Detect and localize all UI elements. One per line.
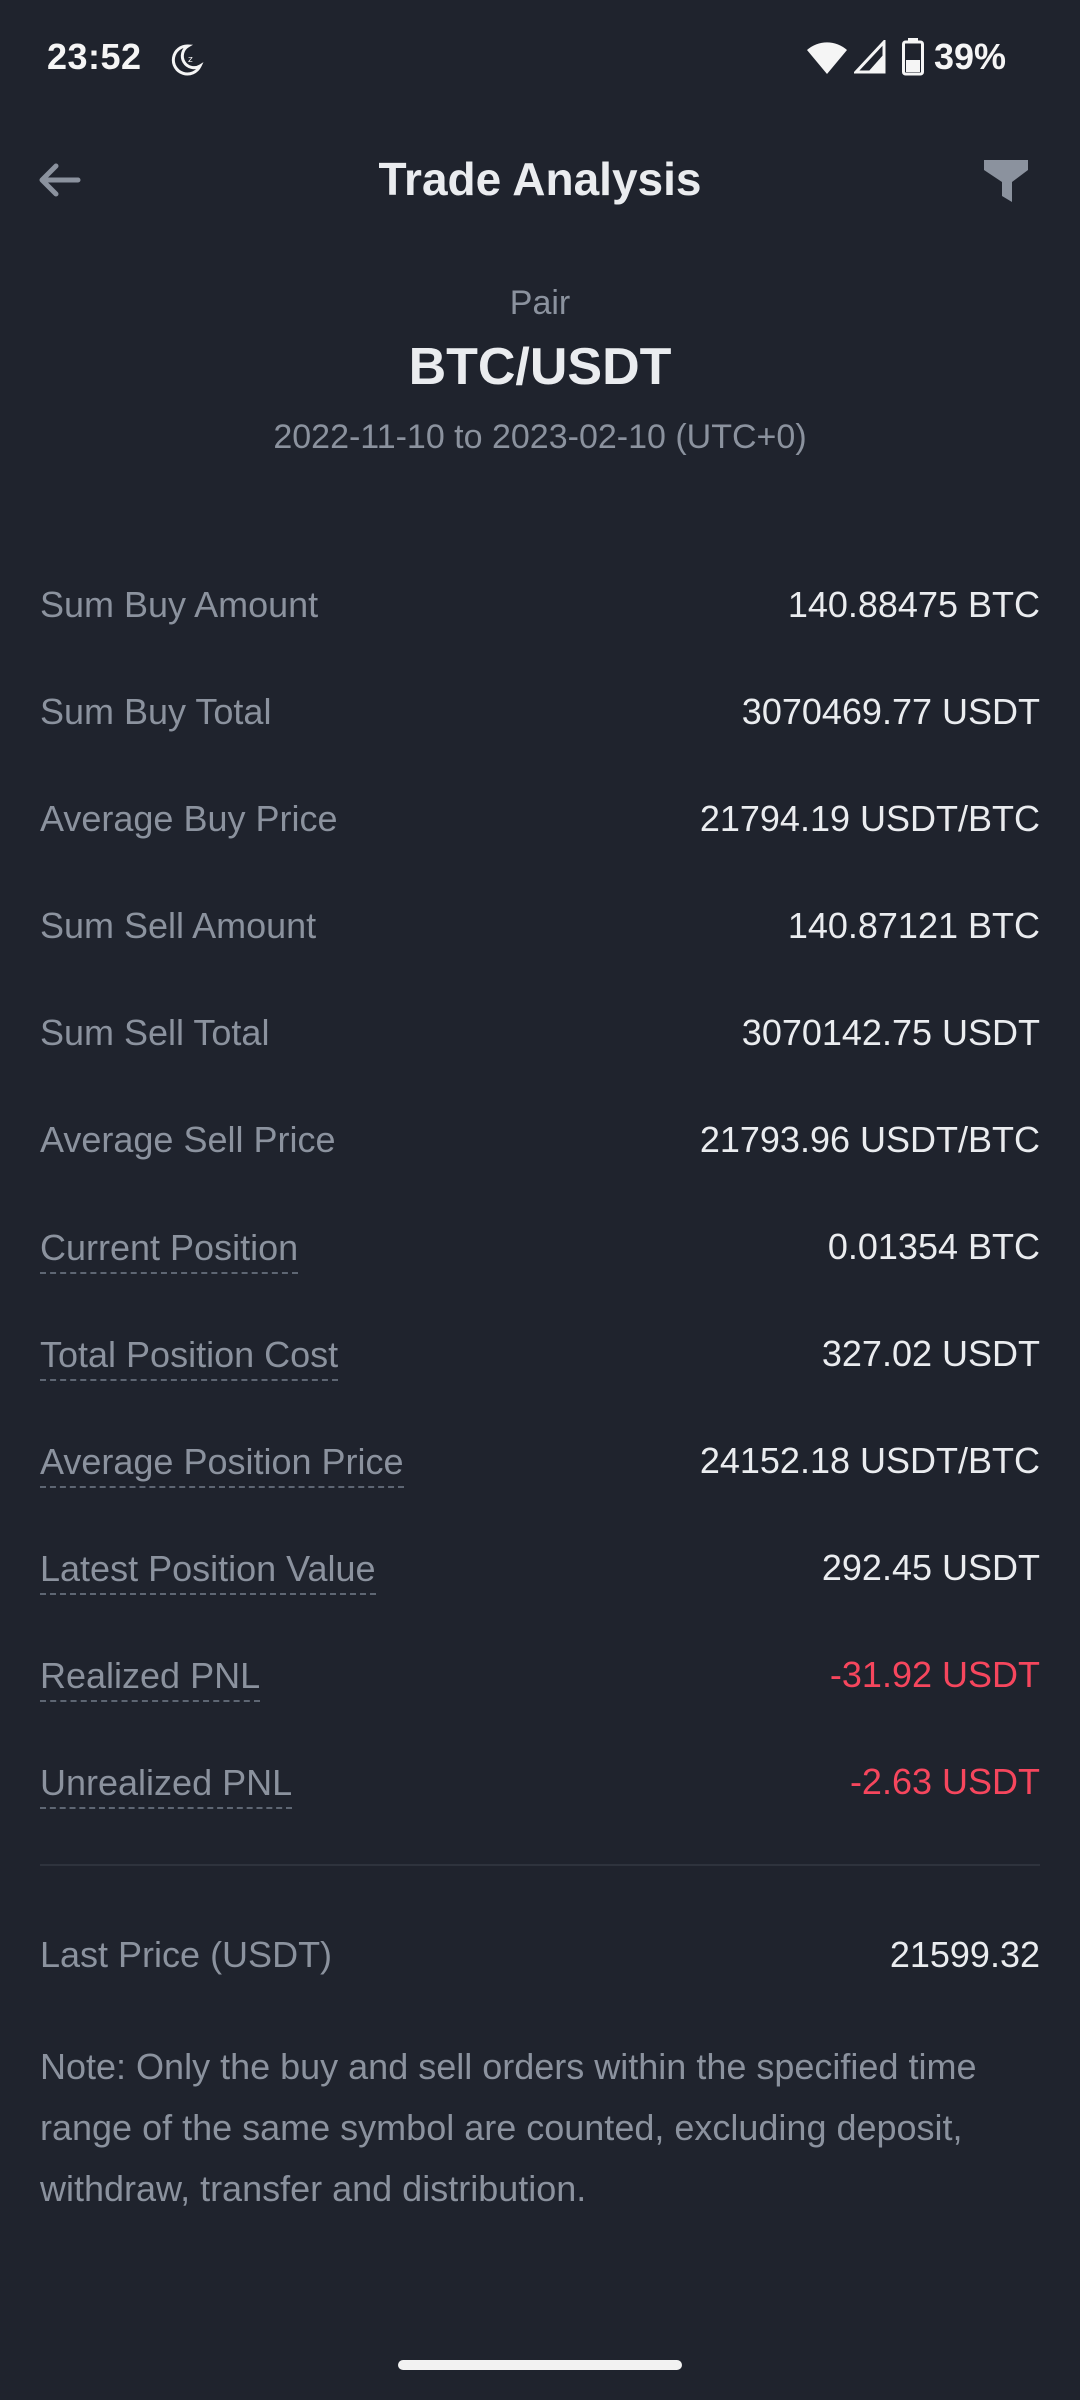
svg-text:z: z — [188, 55, 193, 65]
stat-row: Average Buy Price 21794.19 USDT/BTC — [0, 784, 1080, 891]
stat-row: Realized PNL -31.92 USDT — [0, 1640, 1080, 1747]
stat-value: -31.92 USDT — [829, 1654, 1040, 1695]
pair-name: BTC/USDT — [408, 338, 672, 396]
stat-label[interactable]: Total Position Cost — [40, 1333, 339, 1381]
stat-value: -2.63 USDT — [849, 1761, 1040, 1802]
stat-value: 21793.96 USDT/BTC — [699, 1119, 1040, 1160]
page-title: Trade Analysis — [378, 153, 702, 205]
status-bar: 23:52 z 39% — [0, 0, 1080, 118]
stat-value: 292.45 USDT — [821, 1547, 1040, 1588]
last-price-label: Last Price (USDT) — [40, 1934, 333, 1975]
stat-row: Total Position Cost 327.02 USDT — [0, 1319, 1080, 1426]
stat-value: 140.87121 BTC — [787, 905, 1040, 946]
stat-row: Average Sell Price 21793.96 USDT/BTC — [0, 1105, 1080, 1212]
stat-value: 3070469.77 USDT — [741, 691, 1040, 732]
pair-summary: Pair BTC/USDT 2022-11-10 to 2023-02-10 (… — [0, 278, 1080, 462]
note-text: Note: Only the buy and sell orders withi… — [40, 2046, 977, 2209]
stat-label: Average Buy Price — [40, 798, 338, 839]
pair-label: Pair — [509, 284, 571, 322]
wifi-icon — [807, 42, 847, 74]
signal-icon — [854, 40, 886, 74]
stat-row: Current Position 0.01354 BTC — [0, 1212, 1080, 1319]
stat-label: Sum Sell Amount — [40, 905, 317, 946]
last-price-row: Last Price (USDT) 21599.32 — [0, 1930, 1080, 1980]
stat-value: 0.01354 BTC — [827, 1226, 1040, 1267]
battery-icon — [902, 38, 924, 76]
stat-row: Unrealized PNL -2.63 USDT — [0, 1747, 1080, 1854]
stat-label: Sum Buy Amount — [40, 584, 319, 625]
header: Trade Analysis — [0, 130, 1080, 230]
stat-label[interactable]: Unrealized PNL — [40, 1761, 293, 1809]
last-price-value: 21599.32 — [889, 1934, 1040, 1975]
home-indicator[interactable] — [398, 2360, 682, 2370]
stat-row: Sum Sell Amount 140.87121 BTC — [0, 891, 1080, 998]
moon-icon: z — [171, 44, 204, 76]
stat-label: Average Sell Price — [40, 1119, 336, 1160]
battery-percent: 39% — [934, 36, 1007, 77]
stat-value: 3070142.75 USDT — [741, 1012, 1040, 1053]
stat-label[interactable]: Average Position Price — [40, 1440, 404, 1488]
stat-label[interactable]: Latest Position Value — [40, 1547, 376, 1595]
stat-value: 327.02 USDT — [821, 1333, 1040, 1374]
stat-value: 21794.19 USDT/BTC — [699, 798, 1040, 839]
stat-row: Latest Position Value 292.45 USDT — [0, 1533, 1080, 1640]
stat-row: Sum Buy Total 3070469.77 USDT — [0, 677, 1080, 784]
stat-row: Average Position Price 24152.18 USDT/BTC — [0, 1426, 1080, 1533]
filter-icon[interactable] — [980, 152, 1032, 208]
stat-label[interactable]: Current Position — [40, 1226, 299, 1274]
stat-label: Sum Sell Total — [40, 1012, 270, 1053]
stat-value: 140.88475 BTC — [787, 584, 1040, 625]
stat-label: Sum Buy Total — [40, 691, 272, 732]
status-time: 23:52 — [47, 36, 142, 77]
divider — [40, 1864, 1040, 1866]
stat-value: 24152.18 USDT/BTC — [699, 1440, 1040, 1481]
stats-list: Sum Buy Amount 140.88475 BTC Sum Buy Total… — [0, 570, 1080, 1854]
stat-label[interactable]: Realized PNL — [40, 1654, 261, 1702]
arrow-left-icon[interactable] — [30, 152, 96, 208]
date-range: 2022-11-10 to 2023-02-10 (UTC+0) — [273, 418, 807, 456]
stat-row: Sum Buy Amount 140.88475 BTC — [0, 570, 1080, 677]
stat-row: Sum Sell Total 3070142.75 USDT — [0, 998, 1080, 1105]
